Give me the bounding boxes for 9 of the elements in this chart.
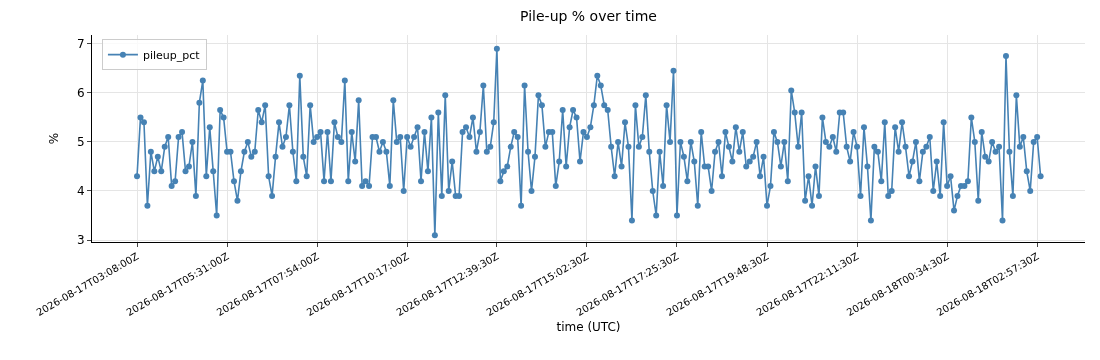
y-tick-label: 4 — [76, 184, 85, 199]
y-tick-label: 6 — [76, 86, 85, 101]
y-tick-label: 3 — [76, 233, 85, 248]
chart-title: Pile-up % over time — [520, 7, 657, 24]
y-tick-label: 7 — [76, 37, 85, 52]
y-axis-title: % — [47, 132, 61, 145]
x-axis-title: time (UTC) — [556, 320, 621, 335]
y-tick-label: 5 — [76, 135, 85, 150]
legend-label: pileup_pct — [142, 48, 201, 62]
